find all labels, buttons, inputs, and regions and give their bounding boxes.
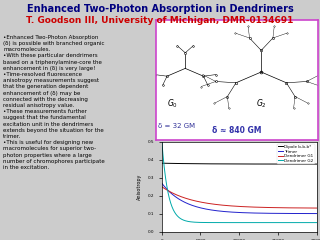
Line: Dendrimer G1: Dendrimer G1 xyxy=(162,187,317,208)
Dendrimer G1 xyxy=(230,204,234,207)
Trimer xyxy=(200,207,204,210)
Trimer xyxy=(230,211,234,214)
Dipole b-b-b* xyxy=(276,163,280,166)
Dipole b-b-b* xyxy=(230,162,234,165)
Dendrimer G2 xyxy=(200,221,204,224)
Dendrimer G1 xyxy=(187,198,191,201)
Dendrimer G1 xyxy=(251,206,255,209)
Text: •Enhanced Two-Photon Absorption
(δ) is possible with branched organic
macromolec: •Enhanced Two-Photon Absorption (δ) is p… xyxy=(3,35,105,170)
Dendrimer G2 xyxy=(276,221,280,224)
Y-axis label: Anisotropy: Anisotropy xyxy=(137,174,142,200)
Dipole b-b-b* xyxy=(160,162,164,165)
Dendrimer G1 xyxy=(276,206,280,209)
Trimer xyxy=(160,181,164,184)
Dendrimer G1 xyxy=(263,206,267,209)
Dendrimer G2 xyxy=(263,221,267,224)
Dipole b-b-b* xyxy=(200,162,204,165)
Line: Dipole b-b-b*: Dipole b-b-b* xyxy=(162,163,317,164)
Dipole b-b-b* xyxy=(187,162,191,165)
Trimer xyxy=(315,212,319,215)
Line: Dendrimer G2: Dendrimer G2 xyxy=(162,138,317,222)
Dipole b-b-b* xyxy=(315,163,319,166)
Dendrimer G1 xyxy=(200,201,204,204)
Dendrimer G2 xyxy=(315,221,319,224)
Trimer xyxy=(263,212,267,215)
Dipole b-b-b* xyxy=(263,162,267,165)
Trimer xyxy=(187,203,191,206)
Dendrimer G2 xyxy=(230,221,234,224)
Line: Trimer: Trimer xyxy=(162,183,317,214)
Text: δ ≈ 840 GM: δ ≈ 840 GM xyxy=(212,126,262,135)
Text: $G_2$: $G_2$ xyxy=(256,98,267,110)
Dendrimer G2 xyxy=(160,137,164,139)
Trimer xyxy=(276,212,280,215)
Dendrimer G2 xyxy=(251,221,255,224)
Trimer xyxy=(251,211,255,214)
Dipole b-b-b* xyxy=(251,162,255,165)
Dendrimer G1 xyxy=(315,207,319,210)
Dendrimer G2 xyxy=(187,220,191,223)
Dendrimer G1 xyxy=(160,185,164,188)
Text: Enhanced Two-Photon Absorption in Dendrimers: Enhanced Two-Photon Absorption in Dendri… xyxy=(27,4,293,14)
Legend: Dipole b-b-b*, Trimer, Dendrimer G1, Dendrimer G2: Dipole b-b-b*, Trimer, Dendrimer G1, Den… xyxy=(277,144,315,164)
Text: $G_0$: $G_0$ xyxy=(167,98,178,110)
Text: T. Goodson III, University of Michigan, DMR-0134691: T. Goodson III, University of Michigan, … xyxy=(26,16,294,25)
Text: δ = 32 GM: δ = 32 GM xyxy=(158,123,195,129)
